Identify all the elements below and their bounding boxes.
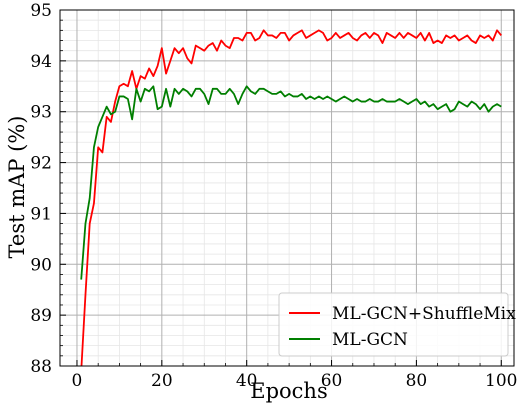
y-tick-label: 91: [30, 204, 52, 224]
y-tick-label: 88: [30, 357, 52, 377]
x-tick-label: 20: [151, 371, 173, 391]
series-layer: [80, 29, 502, 366]
legend-label-mlgcn: ML-GCN: [332, 330, 408, 350]
y-axis-label: Test mAP (%): [5, 116, 29, 259]
tick-labels: 0 20 40 60 80 100 88 89 90 91 92 93 94 95: [30, 1, 517, 391]
y-tick-label: 92: [30, 154, 52, 174]
x-tick-label: 60: [321, 371, 343, 391]
y-tick-label: 90: [30, 255, 52, 275]
series-line-mlgcn: [80, 85, 502, 280]
x-tick-label: 80: [406, 371, 428, 391]
y-tick-label: 93: [30, 103, 52, 123]
x-tick-label: 0: [72, 371, 83, 391]
x-tick-label: 100: [485, 371, 517, 391]
series-line-shufflemix: [80, 29, 502, 366]
y-tick-label: 89: [30, 306, 52, 326]
y-tick-label: 94: [30, 52, 52, 72]
legend-box: [278, 292, 509, 357]
legend: ML-GCN+ShuffleMix ML-GCN: [278, 292, 516, 357]
legend-label-shufflemix: ML-GCN+ShuffleMix: [332, 304, 516, 324]
plot-frame: [59, 9, 515, 367]
y-tick-label: 95: [30, 1, 52, 21]
x-tick-label: 40: [236, 371, 258, 391]
x-axis-label: Epochs: [250, 379, 327, 403]
